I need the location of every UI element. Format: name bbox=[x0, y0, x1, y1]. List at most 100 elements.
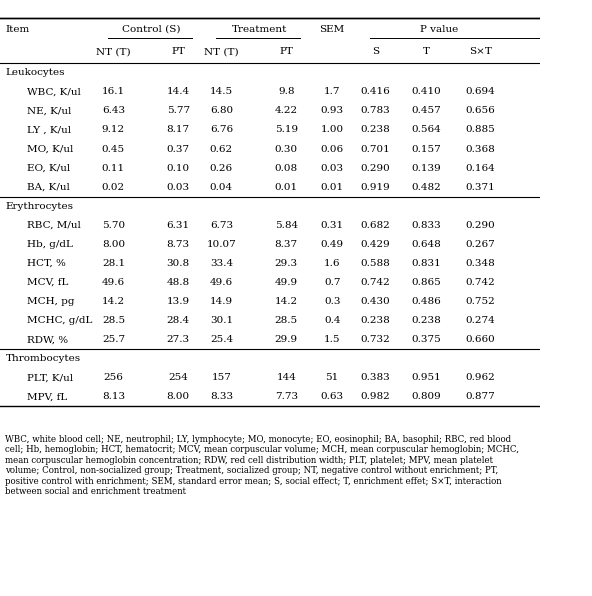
Text: 8.33: 8.33 bbox=[210, 392, 233, 402]
Text: 144: 144 bbox=[276, 373, 296, 383]
Text: 0.238: 0.238 bbox=[412, 316, 442, 325]
Text: 14.4: 14.4 bbox=[167, 87, 190, 97]
Text: 51: 51 bbox=[326, 373, 339, 383]
Text: 14.2: 14.2 bbox=[102, 297, 125, 306]
Text: 0.37: 0.37 bbox=[167, 144, 190, 154]
Text: Control (S): Control (S) bbox=[122, 24, 181, 34]
Text: 6.73: 6.73 bbox=[210, 221, 233, 230]
Text: 0.7: 0.7 bbox=[324, 278, 340, 287]
Text: 0.682: 0.682 bbox=[361, 221, 390, 230]
Text: 49.6: 49.6 bbox=[210, 278, 233, 287]
Text: Leukocytes: Leukocytes bbox=[5, 68, 65, 77]
Text: NT (T): NT (T) bbox=[96, 47, 131, 57]
Text: WBC, white blood cell; NE, neutrophil; LY, lymphocyte; MO, monocyte; EO, eosinop: WBC, white blood cell; NE, neutrophil; L… bbox=[5, 435, 520, 496]
Text: MCHC, g/dL: MCHC, g/dL bbox=[27, 316, 92, 325]
Text: 49.6: 49.6 bbox=[102, 278, 125, 287]
Text: 0.01: 0.01 bbox=[321, 182, 344, 192]
Text: 254: 254 bbox=[168, 373, 188, 383]
Text: 49.9: 49.9 bbox=[275, 278, 298, 287]
Text: 0.701: 0.701 bbox=[361, 144, 390, 154]
Text: 0.371: 0.371 bbox=[466, 182, 496, 192]
Text: 0.30: 0.30 bbox=[275, 144, 298, 154]
Text: 0.416: 0.416 bbox=[361, 87, 390, 97]
Text: 14.2: 14.2 bbox=[275, 297, 298, 306]
Text: 0.01: 0.01 bbox=[275, 182, 298, 192]
Text: 0.290: 0.290 bbox=[466, 221, 496, 230]
Text: 1.6: 1.6 bbox=[324, 259, 340, 268]
Text: 8.13: 8.13 bbox=[102, 392, 125, 402]
Text: 25.4: 25.4 bbox=[210, 335, 233, 344]
Text: 0.752: 0.752 bbox=[466, 297, 496, 306]
Text: 0.290: 0.290 bbox=[361, 163, 390, 173]
Text: SEM: SEM bbox=[320, 24, 345, 34]
Text: Item: Item bbox=[5, 24, 30, 34]
Text: PT: PT bbox=[279, 47, 293, 57]
Text: 5.19: 5.19 bbox=[275, 125, 298, 135]
Text: 28.5: 28.5 bbox=[275, 316, 298, 325]
Text: LY , K/ul: LY , K/ul bbox=[27, 125, 71, 135]
Text: WBC, K/ul: WBC, K/ul bbox=[27, 87, 81, 97]
Text: S×T: S×T bbox=[469, 47, 492, 57]
Text: 10.07: 10.07 bbox=[207, 240, 236, 249]
Text: 0.742: 0.742 bbox=[361, 278, 390, 287]
Text: PLT, K/ul: PLT, K/ul bbox=[27, 373, 73, 383]
Text: 6.31: 6.31 bbox=[167, 221, 190, 230]
Text: 0.03: 0.03 bbox=[167, 182, 190, 192]
Text: 0.660: 0.660 bbox=[466, 335, 496, 344]
Text: 6.76: 6.76 bbox=[210, 125, 233, 135]
Text: 8.73: 8.73 bbox=[167, 240, 190, 249]
Text: 0.45: 0.45 bbox=[102, 144, 125, 154]
Text: 0.11: 0.11 bbox=[102, 163, 125, 173]
Text: NE, K/ul: NE, K/ul bbox=[27, 106, 72, 116]
Text: 0.564: 0.564 bbox=[412, 125, 442, 135]
Text: 0.02: 0.02 bbox=[102, 182, 125, 192]
Text: Erythrocytes: Erythrocytes bbox=[5, 201, 73, 211]
Text: 0.49: 0.49 bbox=[321, 240, 344, 249]
Text: 0.648: 0.648 bbox=[412, 240, 442, 249]
Text: 0.4: 0.4 bbox=[324, 316, 340, 325]
Text: EO, K/ul: EO, K/ul bbox=[27, 163, 70, 173]
Text: 0.962: 0.962 bbox=[466, 373, 496, 383]
Text: MCV, fL: MCV, fL bbox=[27, 278, 69, 287]
Text: 0.885: 0.885 bbox=[466, 125, 496, 135]
Text: 0.62: 0.62 bbox=[210, 144, 233, 154]
Text: 256: 256 bbox=[104, 373, 123, 383]
Text: 0.164: 0.164 bbox=[466, 163, 496, 173]
Text: S: S bbox=[372, 47, 379, 57]
Text: 0.429: 0.429 bbox=[361, 240, 390, 249]
Text: 0.742: 0.742 bbox=[466, 278, 496, 287]
Text: 7.73: 7.73 bbox=[275, 392, 298, 402]
Text: P value: P value bbox=[420, 24, 458, 34]
Text: 28.4: 28.4 bbox=[167, 316, 190, 325]
Text: 0.31: 0.31 bbox=[321, 221, 344, 230]
Text: 0.951: 0.951 bbox=[412, 373, 442, 383]
Text: 0.588: 0.588 bbox=[361, 259, 390, 268]
Text: 9.12: 9.12 bbox=[102, 125, 125, 135]
Text: 29.9: 29.9 bbox=[275, 335, 298, 344]
Text: 16.1: 16.1 bbox=[102, 87, 125, 97]
Text: 0.93: 0.93 bbox=[321, 106, 344, 116]
Text: 9.8: 9.8 bbox=[278, 87, 294, 97]
Text: 1.5: 1.5 bbox=[324, 335, 340, 344]
Text: 14.9: 14.9 bbox=[210, 297, 233, 306]
Text: 0.368: 0.368 bbox=[466, 144, 496, 154]
Text: 0.877: 0.877 bbox=[466, 392, 496, 402]
Text: 0.157: 0.157 bbox=[412, 144, 442, 154]
Text: 0.238: 0.238 bbox=[361, 316, 390, 325]
Text: 0.375: 0.375 bbox=[412, 335, 442, 344]
Text: Hb, g/dL: Hb, g/dL bbox=[27, 240, 73, 249]
Text: 0.3: 0.3 bbox=[324, 297, 340, 306]
Text: 8.00: 8.00 bbox=[167, 392, 190, 402]
Text: 0.267: 0.267 bbox=[466, 240, 496, 249]
Text: 0.410: 0.410 bbox=[412, 87, 442, 97]
Text: 0.63: 0.63 bbox=[321, 392, 344, 402]
Text: 0.831: 0.831 bbox=[412, 259, 442, 268]
Text: 0.865: 0.865 bbox=[412, 278, 442, 287]
Text: BA, K/ul: BA, K/ul bbox=[27, 182, 70, 192]
Text: 4.22: 4.22 bbox=[275, 106, 298, 116]
Text: 0.238: 0.238 bbox=[361, 125, 390, 135]
Text: 0.10: 0.10 bbox=[167, 163, 190, 173]
Text: 14.5: 14.5 bbox=[210, 87, 233, 97]
Text: 0.833: 0.833 bbox=[412, 221, 442, 230]
Text: 157: 157 bbox=[211, 373, 231, 383]
